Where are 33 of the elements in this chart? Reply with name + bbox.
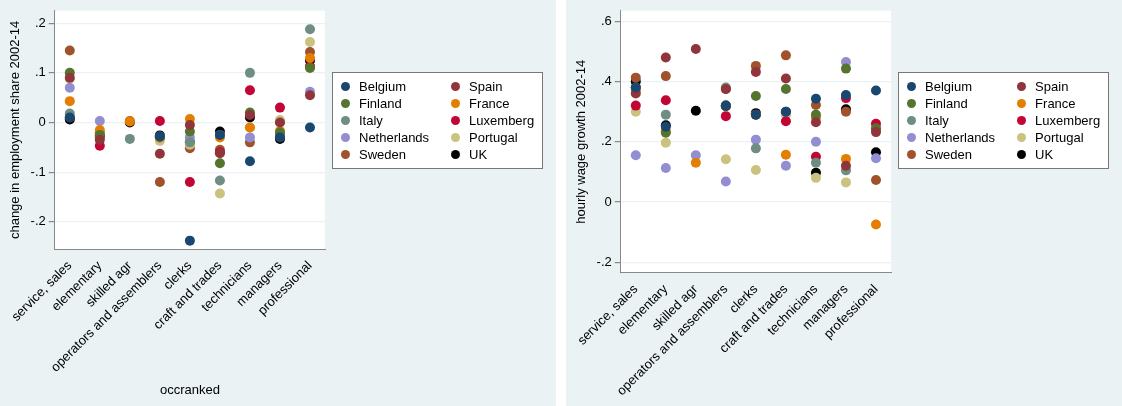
y-tick-label: -.2 [596,253,612,269]
legend-label: Italy [358,113,384,128]
y-tick-label: .6 [600,12,612,28]
legend-label: Sweden [358,147,407,162]
legend-label: Belgium [924,79,973,94]
y-tick-label: .1 [34,64,46,80]
legend-label: Portugal [468,130,519,145]
legend-label: Finland [924,96,969,111]
legend-label: Luxemberg [468,113,535,128]
y-tick-label: 0 [38,114,46,130]
legend-label: Portugal [1034,130,1085,145]
legend-label: Belgium [358,79,407,94]
legend-label: Netherlands [358,130,430,145]
y-tick-label: -.1 [30,163,46,179]
legend-label: Netherlands [924,130,996,145]
y-axis-title: hourly wage growth 2002-14 [573,59,589,224]
legend-label: Italy [924,113,950,128]
y-tick-label: .2 [600,133,612,149]
legend-label: France [468,96,511,111]
legend-label: Spain [468,79,504,94]
y-tick-label: .4 [600,73,612,89]
y-tick-label: .2 [34,14,46,30]
x-axis-title: occranked [159,381,220,397]
y-tick-label: 0 [604,193,612,209]
legend-label: Spain [1034,79,1070,94]
y-axis-title: change in employment share 2002-14 [7,20,23,240]
legend-label: UK [1034,147,1055,162]
legend-label: France [1034,96,1077,111]
legend-label: Luxemberg [1034,113,1101,128]
legend-label: Finland [358,96,403,111]
legend-label: Sweden [924,147,973,162]
legend-label: UK [468,147,489,162]
y-tick-label: -.2 [30,213,46,229]
